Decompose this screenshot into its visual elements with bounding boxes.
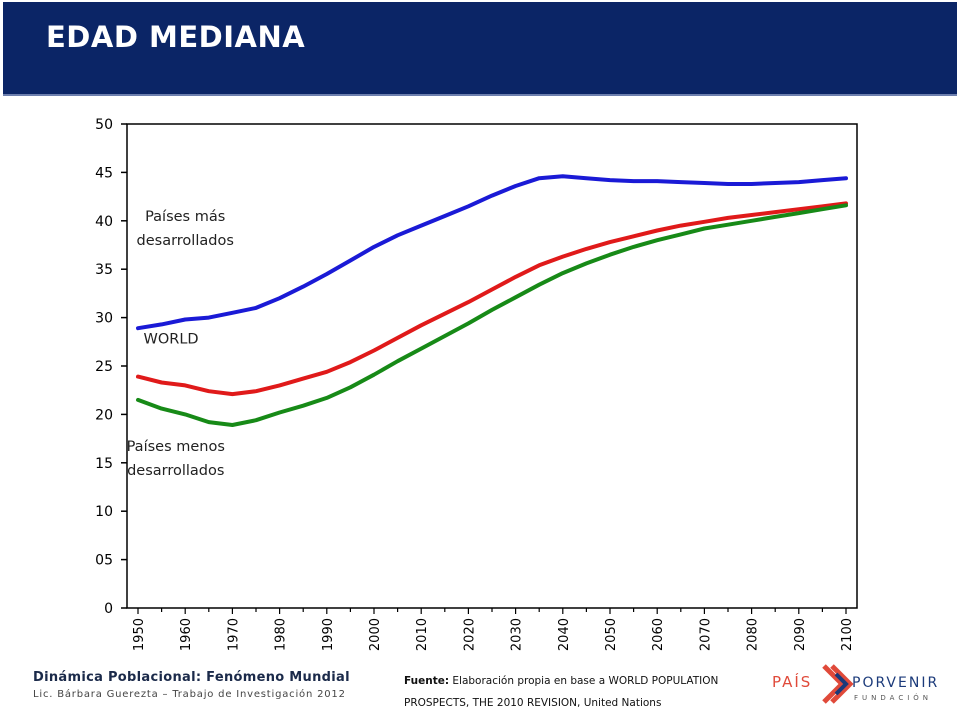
x-tick-label: 2040 <box>557 618 572 651</box>
x-tick-label: 2060 <box>651 618 666 651</box>
footer-source: Fuente: Elaboración propia en base a WOR… <box>404 670 774 714</box>
x-tick-label: 2000 <box>368 618 383 651</box>
x-tick-label: 2050 <box>604 618 619 651</box>
logo-x-mark-inner <box>834 672 849 696</box>
x-tick-label: 2080 <box>746 618 761 651</box>
x-tick-label: 1970 <box>226 618 241 651</box>
x-tick-label: 1980 <box>274 618 289 651</box>
series-annotation: WORLD <box>144 332 199 348</box>
logo-x-mark <box>822 664 854 704</box>
x-tick-label: 2070 <box>698 618 713 651</box>
series-line-2 <box>136 201 848 397</box>
median-age-chart: 0 05 10 15 20 25 30 35 40 45 50 1950 1960 1970 1980 199… <box>95 117 858 651</box>
y-tick-label: 05 <box>95 553 113 569</box>
series-annotation: Países más <box>145 209 225 225</box>
y-tick-label: 10 <box>95 504 113 520</box>
logo-word-fundacion: FUNDACIÓN <box>854 693 932 702</box>
source-label: Fuente: <box>404 675 450 687</box>
y-tick-label: 20 <box>95 407 113 423</box>
series-line-1 <box>136 174 848 331</box>
logo-word-pais: PAÍS <box>772 672 812 691</box>
x-tick-label: 2010 <box>415 618 430 651</box>
footer-title: Dinámica Poblacional: Fenómeno Mundial <box>33 670 350 685</box>
logo-word-porvenir: PORVENIR <box>852 675 939 691</box>
x-tick-label: 1950 <box>132 618 147 651</box>
y-tick-label: 40 <box>95 214 113 230</box>
series-annotation: Países menos <box>127 439 225 455</box>
x-tick-label: 1960 <box>179 618 194 651</box>
y-tick-label: 0 <box>104 601 113 617</box>
x-tick-label: 1990 <box>321 618 336 651</box>
y-tick-label: 15 <box>95 456 113 472</box>
footer-author: Lic. Bárbara Guerezta – Trabajo de Inves… <box>33 689 346 700</box>
series-annotation: desarrollados <box>127 463 224 479</box>
y-tick-label: 35 <box>95 262 113 278</box>
header-bar <box>3 2 957 94</box>
page-title: EDAD MEDIANA <box>46 20 306 54</box>
header: EDAD MEDIANA <box>0 0 960 98</box>
x-tick-label: 2090 <box>793 618 808 651</box>
y-tick-label: 25 <box>95 359 113 375</box>
y-tick-label: 30 <box>95 311 113 327</box>
x-tick-label: 2020 <box>462 618 477 651</box>
series-line-3 <box>136 203 848 427</box>
x-tick-label: 2030 <box>510 618 525 651</box>
source-text: Elaboración propia en base a WORLD POPUL… <box>404 675 719 709</box>
pais-porvenir-logo: PAÍS PORVENIR FUNDACIÓN <box>772 664 939 704</box>
y-tick-label: 45 <box>95 165 113 181</box>
y-tick-label: 50 <box>95 117 113 133</box>
x-tick-label: 2100 <box>840 618 855 651</box>
series-annotation: desarrollados <box>137 233 234 249</box>
